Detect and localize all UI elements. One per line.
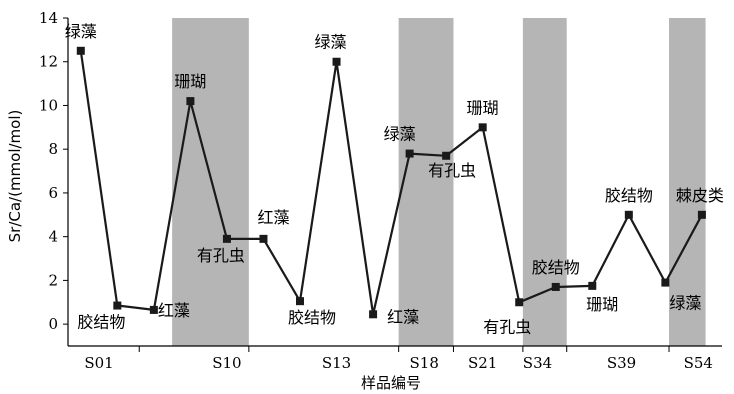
y-tick-label-0: 0 [48,315,58,333]
y-tick-label-8: 8 [48,140,58,158]
data-point-6 [259,234,268,243]
y-tick-label-10: 10 [39,96,58,114]
point-label-8: 绿藻 [315,33,347,52]
sr-ca-line [79,50,703,316]
point-label-4: 珊瑚 [174,72,206,91]
x-tick-label-s01: S01 [84,354,113,372]
point-label-5: 有孔虫 [197,246,245,265]
point-label-6: 红藻 [257,208,289,227]
point-label-12: 珊瑚 [467,98,499,117]
band-2 [398,18,454,346]
data-point-11 [442,151,451,160]
data-point-3 [149,305,158,314]
point-label-11: 有孔虫 [428,161,476,180]
y-tick-label-14: 14 [39,9,58,27]
x-axis-title: 样品编号 [361,374,421,392]
band-4 [669,18,706,346]
data-point-5 [222,234,231,243]
series-line [76,46,706,319]
data-point-15 [588,281,597,290]
point-label-9: 红藻 [387,307,419,326]
y-tick-label-6: 6 [48,184,58,202]
y-tick-label-12: 12 [39,53,58,71]
point-label-16: 胶结物 [605,186,653,205]
point-label-7: 胶结物 [288,308,336,327]
point-labels: 绿藻胶结物红藻珊瑚有孔虫红藻胶结物绿藻红藻绿藻有孔虫珊瑚有孔虫胶结物珊瑚胶结物绿… [65,22,724,336]
point-label-10: 绿藻 [384,125,416,144]
data-point-1 [76,46,85,55]
data-point-16 [624,210,633,219]
x-tick-label-s13: S13 [322,354,351,372]
point-label-18: 棘皮类 [676,186,724,205]
band-3 [522,18,567,346]
point-label-15: 珊瑚 [586,295,618,314]
data-point-12 [478,123,487,132]
x-tick-label-s54: S54 [684,354,713,372]
point-label-1: 绿藻 [65,22,97,41]
data-point-8 [332,57,341,66]
y-tick-label-4: 4 [48,228,58,246]
data-point-14 [551,282,560,291]
data-point-2 [113,301,122,310]
data-point-10 [405,149,414,158]
point-label-3: 红藻 [158,301,190,320]
data-point-18 [697,210,706,219]
x-tick-label-s18: S18 [410,354,439,372]
point-label-2: 胶结物 [77,313,125,332]
data-point-17 [661,278,670,287]
point-label-17: 绿藻 [669,294,701,313]
data-point-4 [186,97,195,106]
x-tick-label-s34: S34 [523,354,552,372]
x-tick-label-s10: S10 [212,354,241,372]
y-axis-title: Sr/Ca/(mmol/mol) [6,110,24,243]
data-point-13 [515,298,524,307]
point-label-14: 胶结物 [532,258,580,277]
data-point-7 [296,297,305,306]
sample-bands [172,18,706,346]
axes: 0 2 4 6 8 10 12 14 S01 S10 S13 S18 S21 S34 S39 S54 [39,9,722,372]
band-1 [172,18,249,346]
x-tick-label-s21: S21 [468,354,497,372]
data-point-9 [369,310,378,319]
point-label-13: 有孔虫 [483,317,531,336]
x-tick-label-s39: S39 [607,354,636,372]
y-tick-label-2: 2 [48,271,58,289]
